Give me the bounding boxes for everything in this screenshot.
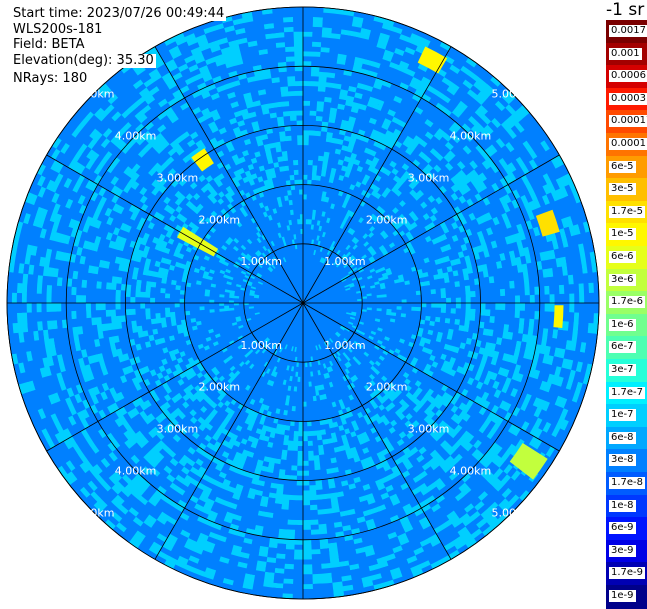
ring-label: 3.00km — [157, 423, 199, 436]
ring-label: 4.00km — [450, 464, 492, 477]
colorbar-tick-label: 1.7e-8 — [609, 477, 646, 489]
azimuth-spoke — [302, 302, 452, 560]
azimuth-spoke — [154, 302, 304, 560]
colorbar-tick-label: 1e-5 — [609, 228, 636, 241]
ring-label: 2.00km — [366, 381, 408, 394]
colorbar-tick-label: 6e-8 — [609, 431, 636, 444]
ring-label: 4.00km — [115, 464, 157, 477]
ring-label: 4.00km — [450, 130, 492, 143]
aerosol-feature — [535, 209, 560, 237]
colorbar-tick-label: 1e-6 — [609, 318, 636, 331]
range-ring-grid — [6, 6, 600, 600]
ring-label: 2.00km — [366, 213, 408, 226]
aerosol-features — [177, 46, 564, 480]
azimuth-spoke — [46, 302, 304, 452]
colorbar-tick-label: 0.001 — [609, 47, 642, 60]
colorbar-tick-label: 3e-9 — [609, 544, 636, 557]
field-cells-light — [8, 7, 599, 599]
field-label: Field: BETA — [11, 37, 87, 52]
colorbar-tick-label: 3e-5 — [609, 183, 636, 196]
colorbar-unit-label: -1 sr — [606, 0, 645, 20]
start-time-label: Start time: 2023/07/26 00:49:44 — [11, 6, 227, 21]
ring-label: 1.00km — [324, 255, 366, 268]
azimuth-spoke — [46, 154, 304, 304]
colorbar-tick-label: 1e-9 — [609, 590, 636, 602]
nrays-label: NRays: 180 — [11, 71, 90, 86]
colorbar-tick-label: 3e-8 — [609, 454, 636, 467]
colorbar-tick-label: 1e-8 — [609, 499, 636, 512]
ring-label: 5.00km — [73, 88, 115, 101]
ring-label: 5.00km — [492, 506, 534, 519]
colorbar-tick-label: 1.7e-6 — [609, 296, 646, 309]
ring-label: 5.00km — [492, 88, 534, 101]
device-label: WLS200s-181 — [11, 22, 105, 37]
azimuth-spoke — [302, 302, 560, 452]
ring-labels: 1.00km 1.00km 1.00km 1.00km 2.00km 2.00km 2.00… — [73, 88, 533, 520]
aerosol-feature — [177, 226, 219, 257]
ppi-scan-plot: 1.00km 1.00km 1.00km 1.00km 2.00km 2.00km 2.00… — [6, 6, 600, 600]
colorbar-tick-label: 1.7e-9 — [609, 567, 646, 580]
ring-label: 1.00km — [324, 339, 366, 352]
colorbar-tick-label: 6e-6 — [609, 251, 636, 263]
aerosol-feature — [553, 305, 564, 328]
ring-label: 2.00km — [198, 213, 240, 226]
aerosol-feature — [191, 148, 214, 172]
colorbar-tick-label: 6e-5 — [609, 160, 636, 173]
ring-label: 4.00km — [115, 130, 157, 143]
ring-label: 5.00km — [73, 506, 115, 519]
ring-label: 3.00km — [157, 171, 199, 184]
ring-label: 1.00km — [240, 339, 282, 352]
elevation-label: Elevation(deg): 35.30 — [11, 53, 156, 68]
colorbar-tick-label: 0.00017 — [609, 115, 647, 128]
colorbar-tick-label: 3e-6 — [609, 273, 636, 286]
colorbar-tick-label: 1.7e-7 — [609, 386, 646, 399]
ring-label: 2.00km — [198, 381, 240, 394]
colorbar-tick-label: 6e-9 — [609, 522, 636, 535]
colorbar-tick-label: 1e-7 — [609, 409, 636, 422]
colorbar-tick-label: 0.0006 — [609, 70, 647, 83]
azimuth-spoke — [302, 46, 452, 304]
colorbar-tick-label: 0.0001 — [609, 138, 647, 150]
colorbar-tick-label: 0.0017 — [609, 25, 647, 37]
azimuth-spoke — [302, 154, 560, 304]
colorbar-tick-label: 6e-7 — [609, 341, 636, 354]
colorbar-tick-label: 3e-7 — [609, 364, 636, 376]
colorbar-tick-label: 1.7e-5 — [609, 205, 646, 218]
ring-label: 1.00km — [240, 255, 282, 268]
azimuth-spoke — [154, 46, 304, 304]
ring-label: 3.00km — [408, 171, 450, 184]
colorbar-tick-label: 0.0003 — [609, 92, 647, 105]
ring-label: 3.00km — [408, 423, 450, 436]
aerosol-feature — [509, 443, 548, 480]
